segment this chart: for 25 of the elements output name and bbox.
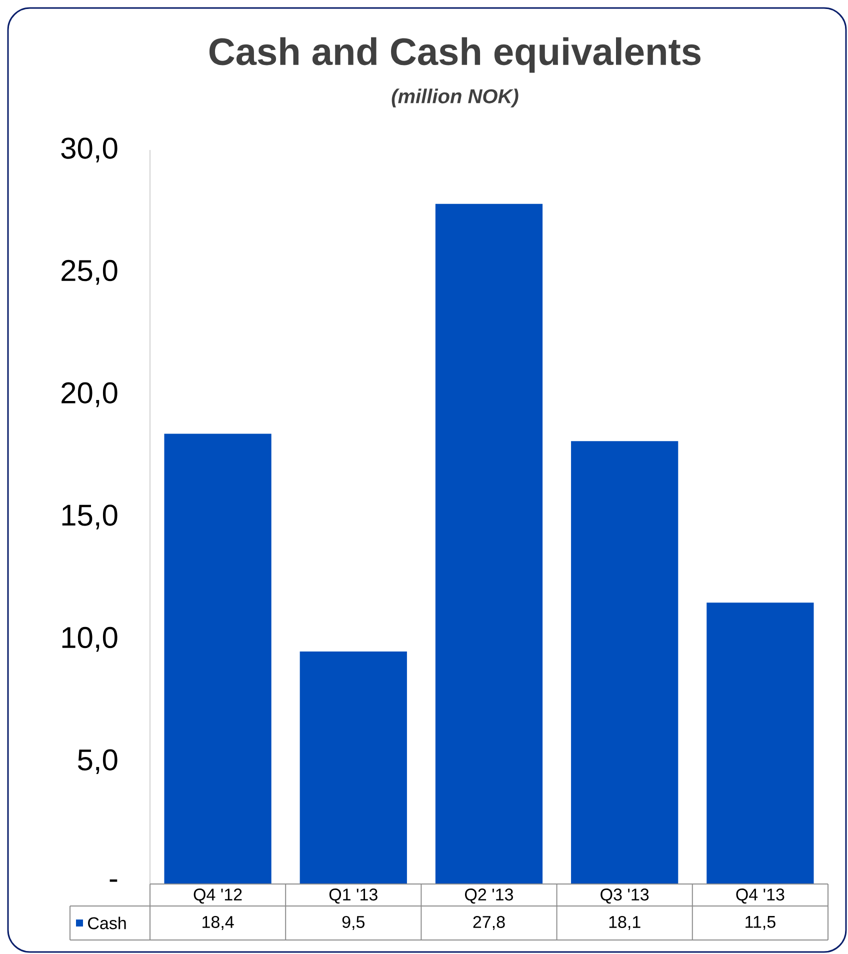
data-label: 9,5 <box>342 916 364 930</box>
x-tick-label: Q1 '13 <box>329 888 378 904</box>
data-label: 18,1 <box>609 916 640 930</box>
chart-subtitle: (million NOK) <box>392 88 518 108</box>
x-tick-label: Q4 '13 <box>736 888 784 904</box>
x-tick-label: Q2 '13 <box>465 888 514 904</box>
y-tick-label: 30,0 <box>61 138 118 162</box>
bar <box>300 652 407 884</box>
y-tick-label: 5,0 <box>78 749 118 774</box>
chart-title: Cash and Cash equivalents <box>209 37 700 73</box>
y-tick-label: - <box>110 879 118 882</box>
bar <box>164 434 272 884</box>
y-tick-label: 20,0 <box>62 382 118 408</box>
x-tick-label: Q4 '12 <box>194 888 242 904</box>
y-tick-label: 15,0 <box>62 504 118 530</box>
data-label: 18,4 <box>202 916 234 930</box>
bar <box>435 204 543 884</box>
data-label: 27,8 <box>473 916 505 930</box>
bar <box>571 441 678 884</box>
y-tick-label: 25,0 <box>62 260 118 285</box>
data-label: 11,5 <box>746 916 776 930</box>
legend-label: Cash <box>88 916 126 930</box>
y-tick-label: 10,0 <box>62 626 118 652</box>
bar <box>706 602 814 884</box>
x-tick-label: Q3 '13 <box>600 888 649 904</box>
